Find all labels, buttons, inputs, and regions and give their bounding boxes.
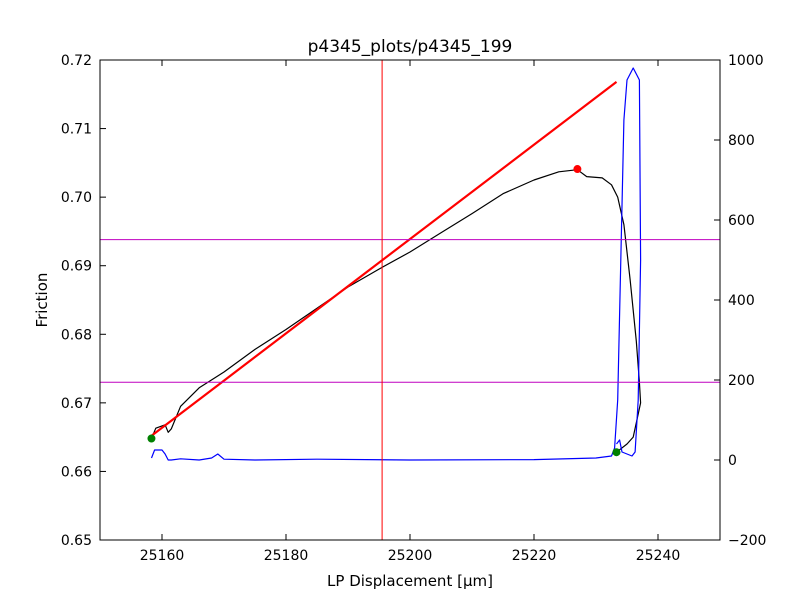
x-tick-label-0: 25160 <box>140 548 185 564</box>
marker-point-1 <box>612 448 621 457</box>
y-tick-label-5: 0.70 <box>61 190 92 206</box>
chart-title: p4345_plots/p4345_199 <box>308 37 513 57</box>
series-line-0 <box>150 169 642 453</box>
y-tick-label-2: 0.67 <box>61 396 92 412</box>
y2-tick-label-1: 0 <box>728 453 737 469</box>
y-tick-label-6: 0.71 <box>61 122 92 138</box>
y2-axis-ticks: −200 0 200 400 600 800 1000 <box>714 53 766 549</box>
x-tick-label-4: 25240 <box>636 548 681 564</box>
plot-content <box>100 60 720 540</box>
y-axis-label: Friction <box>33 273 51 328</box>
x-tick-label-1: 25180 <box>264 548 309 564</box>
y2-tick-label-0: −200 <box>728 533 766 549</box>
x-axis-label: LP Displacement [μm] <box>327 572 493 590</box>
series-line-1 <box>150 81 618 437</box>
y-axis-ticks: 0.65 0.66 0.67 0.68 0.69 0.70 0.71 0.72 <box>61 53 106 549</box>
y2-tick-label-4: 600 <box>728 213 755 229</box>
x-tick-label-2: 25200 <box>388 548 433 564</box>
y-tick-label-1: 0.66 <box>61 464 92 480</box>
marker-point-0 <box>147 434 156 443</box>
y-tick-label-4: 0.69 <box>61 259 92 275</box>
x-axis-ticks: 25160 25180 25200 25220 25240 <box>140 60 681 564</box>
y2-tick-label-5: 800 <box>728 133 755 149</box>
y2-tick-label-3: 400 <box>728 293 755 309</box>
y2-tick-label-2: 200 <box>728 373 755 389</box>
y-tick-label-3: 0.68 <box>61 327 92 343</box>
y2-tick-label-6: 1000 <box>728 53 764 69</box>
y-tick-label-7: 0.72 <box>61 53 92 69</box>
x-tick-label-3: 25220 <box>512 548 557 564</box>
plot-frame <box>99 59 721 541</box>
marker-point-2 <box>573 165 582 174</box>
series-line-2 <box>150 67 642 461</box>
y-tick-label-0: 0.65 <box>61 533 92 549</box>
